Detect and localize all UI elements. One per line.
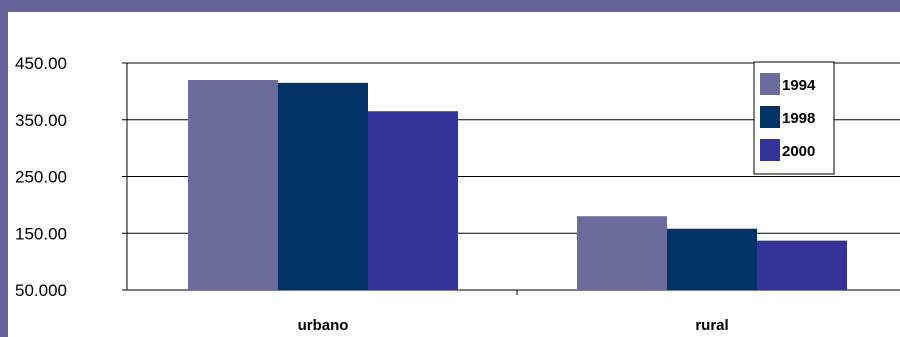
legend-swatch bbox=[760, 139, 780, 161]
labels: 450.00 350.00 250.00 150.00 50.000 urbano rura… bbox=[15, 54, 729, 334]
legend-label: 1998 bbox=[782, 110, 815, 127]
y-tick-label: 50.000 bbox=[15, 281, 67, 300]
y-tick-label: 150.00 bbox=[15, 224, 67, 243]
bar-urbano-1994 bbox=[188, 80, 278, 291]
legend-label: 2000 bbox=[782, 143, 815, 160]
y-tick-label: 350.00 bbox=[15, 111, 67, 130]
bar-urbano-1998 bbox=[278, 82, 368, 290]
bar-rural-2000 bbox=[757, 240, 847, 290]
y-tick-label: 250.00 bbox=[15, 168, 67, 187]
chart-frame-left-border bbox=[0, 0, 8, 337]
legend-label: 1994 bbox=[782, 77, 816, 94]
y-tick-label: 450.00 bbox=[15, 54, 67, 73]
x-category-label: rural bbox=[695, 317, 728, 334]
legend-swatch bbox=[760, 106, 780, 128]
x-category-label: urbano bbox=[298, 317, 349, 334]
chart-frame-top-border bbox=[0, 0, 900, 12]
legend: 1994 1998 2000 bbox=[753, 61, 835, 175]
bar-rural-1994 bbox=[577, 216, 667, 290]
legend-swatch bbox=[760, 73, 780, 95]
bars bbox=[188, 80, 847, 291]
bar-urbano-2000 bbox=[368, 111, 458, 290]
bar-rural-1998 bbox=[667, 228, 757, 290]
